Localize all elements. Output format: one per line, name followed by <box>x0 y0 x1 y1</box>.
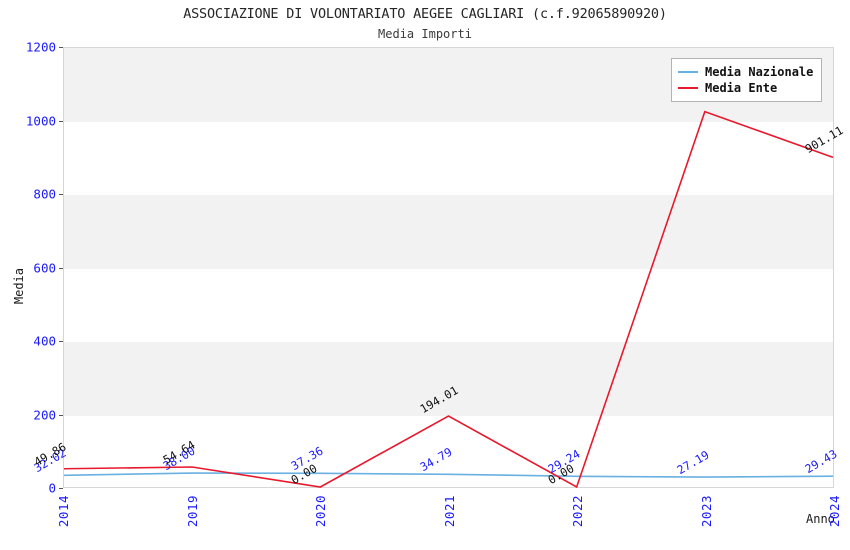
chart-title: ASSOCIAZIONE DI VOLONTARIATO AEGEE CAGLI… <box>183 6 667 22</box>
y-tick-label: 600 <box>33 260 56 275</box>
plot-area <box>63 47 834 488</box>
plot-band <box>64 342 833 416</box>
legend-item-media-ente[interactable]: Media Ente <box>678 80 813 96</box>
x-tick-label: 2014 <box>56 495 71 528</box>
legend-swatch-media-ente <box>678 87 698 89</box>
y-tick-mark <box>59 47 63 48</box>
y-tick-mark <box>59 120 63 122</box>
plot-band <box>64 195 833 269</box>
chart-subtitle: Media Importi <box>378 27 472 41</box>
y-tick-label: 400 <box>33 333 56 349</box>
chart-legend: Media Nazionale Media Ente <box>671 58 823 102</box>
x-tick-label: 2021 <box>441 495 457 528</box>
y-tick-label: 1000 <box>25 113 56 128</box>
series-lines <box>64 48 833 487</box>
x-tick-label: 2023 <box>698 495 714 528</box>
legend-label-media-nazionale: Media Nazionale <box>705 65 814 79</box>
legend-swatch-media-nazionale <box>678 71 698 73</box>
series-line-media-nazionale <box>64 473 833 477</box>
x-tick-label: 2020 <box>313 495 328 528</box>
y-tick-label: 800 <box>33 186 56 202</box>
y-tick-label: 0 <box>48 480 56 496</box>
y-tick-label: 1200 <box>25 39 56 55</box>
x-tick-label: 2022 <box>570 495 585 528</box>
y-tick-mark <box>59 341 63 342</box>
x-tick-label: 2019 <box>184 495 200 528</box>
y-tick-mark <box>59 414 63 416</box>
y-tick-mark <box>59 488 63 489</box>
x-axis-label: Anno <box>806 512 835 526</box>
series-line-media-ente <box>64 112 833 487</box>
x-tick-label: 2024 <box>827 495 842 528</box>
legend-item-media-nazionale[interactable]: Media Nazionale <box>678 64 813 80</box>
legend-label-media-ente: Media Ente <box>705 81 778 95</box>
y-tick-mark <box>59 194 63 195</box>
y-tick-label: 200 <box>33 407 56 422</box>
y-tick-mark <box>59 267 63 269</box>
